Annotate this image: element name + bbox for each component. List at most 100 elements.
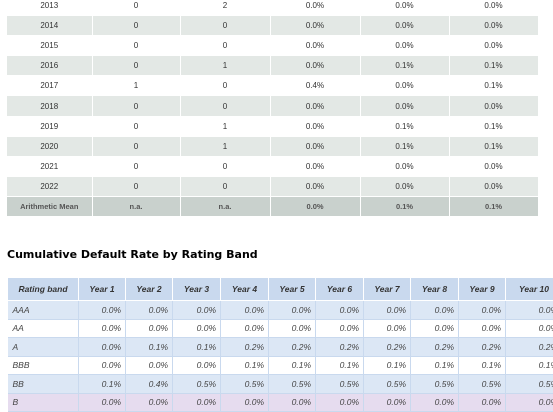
section-title: Cumulative Default Rate by Rating Band: [7, 248, 258, 261]
rate-cell: 0.0%: [411, 319, 459, 338]
value-cell: 0: [92, 116, 180, 136]
rate-cell: 0.4%: [126, 375, 173, 394]
rate-cell: 0.1%: [126, 338, 173, 357]
rate-cell: 0.5%: [173, 375, 221, 394]
rate-cell: 0.0%: [506, 301, 553, 320]
value-cell: 0: [180, 36, 270, 56]
rate-cell: 0.0%: [221, 393, 269, 412]
rate-cell: 0.2%: [269, 338, 316, 357]
value-cell: 0.4%: [270, 76, 360, 96]
rate-cell: 0.0%: [173, 356, 221, 375]
value-cell: 0.1%: [449, 56, 538, 76]
year-cell: 2019: [7, 116, 92, 136]
arithmetic-mean-row: Arithmetic Mean n.a. n.a. 0.0% 0.1% 0.1%: [7, 196, 538, 216]
value-cell: 1: [180, 116, 270, 136]
value-cell: 0: [92, 56, 180, 76]
value-cell: 1: [180, 136, 270, 156]
value-cell: 0.0%: [449, 16, 538, 36]
rate-cell: 0.2%: [411, 338, 459, 357]
mean-cell: 0.1%: [360, 196, 449, 216]
rate-cell: 0.0%: [126, 393, 173, 412]
year-cell: 2021: [7, 156, 92, 176]
rate-cell: 0.0%: [126, 319, 173, 338]
rate-cell: 0.0%: [173, 301, 221, 320]
value-cell: 0: [92, 176, 180, 196]
rate-cell: 0.0%: [269, 319, 316, 338]
year-header: Year 6: [316, 278, 364, 301]
rate-cell: 0.0%: [79, 338, 126, 357]
year-cell: 2013: [7, 0, 92, 16]
rate-cell: 0.0%: [364, 319, 411, 338]
rate-cell: 0.0%: [79, 393, 126, 412]
value-cell: 1: [180, 56, 270, 76]
value-cell: 0.0%: [270, 16, 360, 36]
rate-cell: 0.5%: [316, 375, 364, 394]
rate-cell: 0.1%: [173, 338, 221, 357]
rating-band-header: Rating band: [8, 278, 79, 301]
rate-cell: 0.0%: [269, 393, 316, 412]
value-cell: 0.0%: [449, 96, 538, 116]
mean-label: Arithmetic Mean: [7, 196, 92, 216]
value-cell: 0.1%: [360, 136, 449, 156]
rate-cell: 0.0%: [316, 319, 364, 338]
value-cell: 0: [92, 136, 180, 156]
value-cell: 0.1%: [360, 116, 449, 136]
rate-cell: 0.0%: [459, 301, 506, 320]
value-cell: 1: [92, 76, 180, 96]
year-header: Year 8: [411, 278, 459, 301]
value-cell: 0: [180, 176, 270, 196]
rate-cell: 0.2%: [459, 338, 506, 357]
rate-cell: 0.0%: [126, 301, 173, 320]
rate-cell: 0.0%: [221, 319, 269, 338]
value-cell: 0.0%: [270, 36, 360, 56]
rate-cell: 0.2%: [364, 338, 411, 357]
rate-cell: 0.0%: [79, 356, 126, 375]
value-cell: 0.0%: [270, 96, 360, 116]
rate-cell: 0.0%: [173, 393, 221, 412]
rate-cell: 0.0%: [173, 319, 221, 338]
year-header: Year 9: [459, 278, 506, 301]
rate-cell: 0.0%: [364, 393, 411, 412]
rate-cell: 0.0%: [364, 301, 411, 320]
value-cell: 0: [92, 36, 180, 56]
mean-cell: 0.1%: [449, 196, 538, 216]
rating-band-cell: BB: [8, 375, 79, 394]
year-cell: 2017: [7, 76, 92, 96]
rating-band-cell: B: [8, 393, 79, 412]
rate-cell: 0.0%: [316, 301, 364, 320]
rate-cell: 0.0%: [506, 319, 553, 338]
rate-cell: 0.0%: [411, 393, 459, 412]
year-header: Year 7: [364, 278, 411, 301]
value-cell: 0.0%: [360, 16, 449, 36]
rate-cell: 0.1%: [411, 356, 459, 375]
value-cell: 0.0%: [360, 156, 449, 176]
rate-cell: 0.5%: [411, 375, 459, 394]
value-cell: 2: [180, 0, 270, 16]
year-header: Year 1: [79, 278, 126, 301]
rate-cell: 0.5%: [364, 375, 411, 394]
year-header: Year 10: [506, 278, 553, 301]
rate-cell: 0.5%: [269, 375, 316, 394]
rating-band-cell: A: [8, 338, 79, 357]
year-header: Year 2: [126, 278, 173, 301]
rate-cell: 0.5%: [506, 375, 553, 394]
value-cell: 0.0%: [270, 0, 360, 16]
value-cell: 0.0%: [270, 116, 360, 136]
rate-cell: 0.1%: [316, 356, 364, 375]
value-cell: 0.0%: [449, 0, 538, 16]
